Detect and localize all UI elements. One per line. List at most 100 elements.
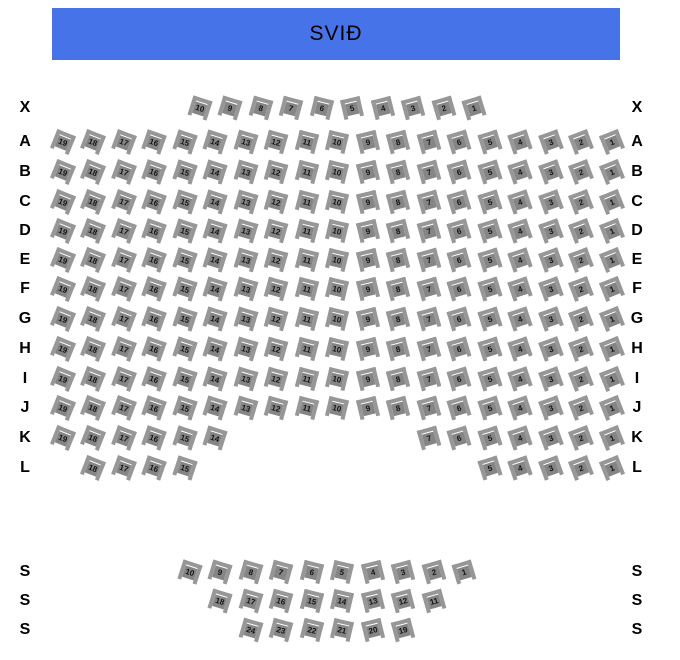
seat-G-10[interactable]: 10 [324, 306, 350, 332]
seat-C-8[interactable]: 8 [385, 189, 411, 215]
seat-E-17[interactable]: 17 [110, 247, 137, 273]
seat-S-18[interactable]: 18 [207, 588, 233, 614]
seat-C-19[interactable]: 19 [49, 188, 76, 216]
seat-G-7[interactable]: 7 [416, 306, 441, 332]
seat-C-2[interactable]: 2 [568, 189, 594, 215]
seat-I-2[interactable]: 2 [568, 366, 594, 392]
seat-K-1[interactable]: 1 [598, 425, 625, 451]
seat-I-4[interactable]: 4 [507, 366, 533, 392]
seat-A-3[interactable]: 3 [537, 129, 564, 155]
seat-F-1[interactable]: 1 [598, 276, 625, 302]
seat-H-4[interactable]: 4 [507, 336, 533, 362]
seat-A-7[interactable]: 7 [416, 129, 441, 155]
seat-H-11[interactable]: 11 [294, 336, 319, 362]
seat-K-16[interactable]: 16 [141, 425, 167, 451]
seat-D-8[interactable]: 8 [385, 218, 411, 244]
seat-X-1[interactable]: 1 [461, 95, 487, 121]
seat-E-7[interactable]: 7 [416, 247, 441, 273]
seat-G-14[interactable]: 14 [202, 306, 228, 332]
seat-C-10[interactable]: 10 [324, 189, 350, 215]
seat-S-12[interactable]: 12 [391, 588, 416, 614]
seat-J-6[interactable]: 6 [446, 395, 472, 421]
seat-E-5[interactable]: 5 [476, 247, 503, 273]
seat-C-9[interactable]: 9 [355, 189, 380, 215]
seat-I-10[interactable]: 10 [324, 366, 350, 392]
seat-J-13[interactable]: 13 [233, 395, 258, 421]
seat-S-6[interactable]: 6 [299, 559, 324, 585]
seat-L-18[interactable]: 18 [80, 455, 106, 481]
seat-F-7[interactable]: 7 [416, 276, 441, 302]
seat-E-3[interactable]: 3 [537, 247, 564, 273]
seat-E-1[interactable]: 1 [598, 247, 625, 273]
seat-K-5[interactable]: 5 [476, 425, 503, 451]
seat-I-17[interactable]: 17 [110, 366, 137, 392]
seat-F-2[interactable]: 2 [568, 276, 594, 302]
seat-F-17[interactable]: 17 [110, 276, 137, 302]
seat-D-3[interactable]: 3 [537, 218, 564, 244]
seat-S-16[interactable]: 16 [268, 588, 294, 614]
seat-A-1[interactable]: 1 [598, 129, 625, 155]
seat-X-6[interactable]: 6 [309, 95, 334, 121]
seat-I-7[interactable]: 7 [416, 366, 441, 392]
seat-S-11[interactable]: 11 [421, 588, 447, 614]
seat-I-16[interactable]: 16 [141, 366, 167, 392]
seat-E-8[interactable]: 8 [385, 247, 411, 273]
seat-D-1[interactable]: 1 [598, 218, 625, 244]
seat-A-16[interactable]: 16 [141, 129, 167, 155]
seat-F-13[interactable]: 13 [233, 276, 258, 302]
seat-H-13[interactable]: 13 [233, 336, 258, 362]
seat-C-1[interactable]: 1 [598, 189, 625, 215]
seat-F-9[interactable]: 9 [355, 276, 380, 302]
seat-E-11[interactable]: 11 [294, 247, 319, 273]
seat-G-2[interactable]: 2 [568, 306, 594, 332]
seat-F-15[interactable]: 15 [171, 276, 198, 302]
seat-B-13[interactable]: 13 [233, 159, 258, 185]
seat-C-13[interactable]: 13 [233, 189, 258, 215]
seat-K-18[interactable]: 18 [80, 425, 106, 451]
seat-S-4[interactable]: 4 [360, 559, 385, 585]
seat-D-16[interactable]: 16 [141, 218, 167, 244]
seat-C-17[interactable]: 17 [110, 189, 137, 215]
seat-H-1[interactable]: 1 [598, 336, 625, 362]
seat-J-16[interactable]: 16 [141, 395, 167, 421]
seat-H-9[interactable]: 9 [355, 336, 380, 362]
seat-K-15[interactable]: 15 [171, 425, 198, 451]
seat-F-10[interactable]: 10 [324, 276, 350, 302]
seat-S-5[interactable]: 5 [330, 559, 355, 585]
seat-C-12[interactable]: 12 [263, 189, 289, 215]
seat-X-8[interactable]: 8 [248, 95, 274, 121]
seat-K-3[interactable]: 3 [537, 425, 564, 451]
seat-A-14[interactable]: 14 [202, 129, 228, 155]
seat-S-24[interactable]: 24 [238, 617, 264, 643]
seat-C-16[interactable]: 16 [141, 189, 167, 215]
seat-J-1[interactable]: 1 [598, 395, 625, 421]
seat-X-4[interactable]: 4 [370, 95, 395, 121]
seat-A-9[interactable]: 9 [355, 129, 380, 155]
seat-B-6[interactable]: 6 [446, 159, 472, 185]
seat-E-2[interactable]: 2 [568, 247, 594, 273]
seat-G-3[interactable]: 3 [537, 306, 564, 332]
seat-J-12[interactable]: 12 [263, 395, 289, 421]
seat-H-16[interactable]: 16 [141, 336, 167, 362]
seat-E-10[interactable]: 10 [324, 247, 350, 273]
seat-X-2[interactable]: 2 [431, 95, 457, 121]
seat-I-18[interactable]: 18 [80, 366, 106, 392]
seat-K-7[interactable]: 7 [416, 425, 441, 451]
seat-I-13[interactable]: 13 [233, 366, 258, 392]
seat-J-7[interactable]: 7 [416, 395, 441, 421]
seat-C-14[interactable]: 14 [202, 189, 228, 215]
seat-H-6[interactable]: 6 [446, 336, 472, 362]
seat-S-15[interactable]: 15 [299, 588, 324, 614]
seat-J-5[interactable]: 5 [476, 395, 503, 421]
seat-B-11[interactable]: 11 [294, 159, 319, 185]
seat-D-18[interactable]: 18 [80, 218, 106, 244]
seat-B-7[interactable]: 7 [416, 159, 441, 185]
seat-G-18[interactable]: 18 [80, 306, 106, 332]
seat-S-14[interactable]: 14 [330, 588, 355, 614]
seat-F-3[interactable]: 3 [537, 276, 564, 302]
seat-I-3[interactable]: 3 [537, 366, 564, 392]
seat-J-9[interactable]: 9 [355, 395, 380, 421]
seat-H-18[interactable]: 18 [80, 336, 106, 362]
seat-B-8[interactable]: 8 [385, 159, 411, 185]
seat-J-8[interactable]: 8 [385, 395, 411, 421]
